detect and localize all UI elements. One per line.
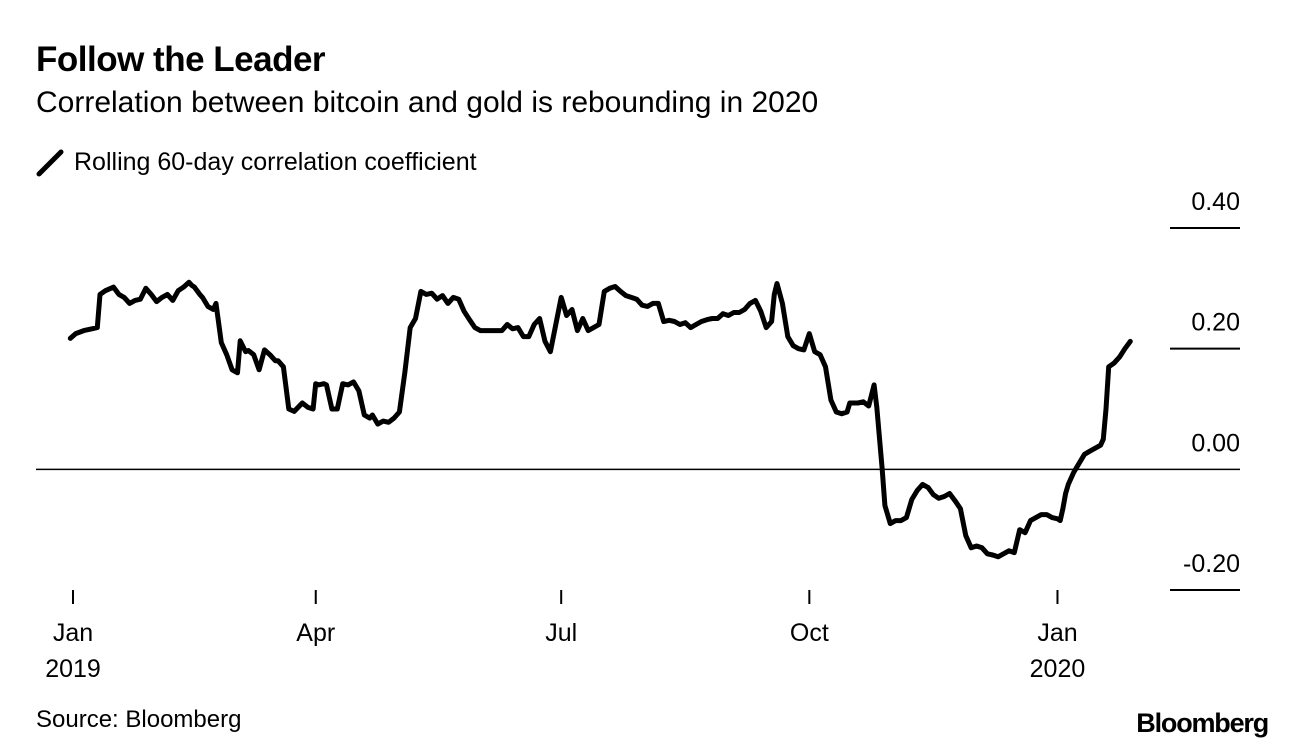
x-tick-label: Jan — [1037, 619, 1077, 647]
x-tick-label: Jan — [53, 619, 93, 647]
series-layer — [67, 279, 1133, 560]
x-tick-label: Jul — [545, 619, 577, 647]
y-tick-label: -0.20 — [1183, 550, 1240, 578]
x-tick-label: Oct — [790, 619, 829, 647]
x-tick-sublabel: 2020 — [1030, 655, 1086, 683]
chart-title: Follow the Leader — [36, 40, 326, 79]
x-axis: Jan 2019 Apr Jul Oct Jan 2020 — [45, 590, 1085, 683]
y-axis: 0.40 0.20 0.00 -0.20 — [36, 188, 1240, 591]
y-tick-label: 0.00 — [1191, 429, 1240, 457]
source-note: Source: Bloomberg — [36, 706, 242, 733]
legend-label: Rolling 60-day correlation coefficient — [74, 148, 477, 176]
legend-line-icon — [36, 149, 64, 176]
legend: Rolling 60-day correlation coefficient — [36, 148, 477, 177]
y-tick-label: 0.20 — [1191, 309, 1240, 337]
x-tick-sublabel: 2019 — [45, 655, 101, 683]
brand-logo: Bloomberg — [1136, 708, 1269, 738]
chart-subtitle: Correlation between bitcoin and gold is … — [36, 86, 819, 119]
y-tick-label: 0.40 — [1191, 188, 1240, 216]
x-tick-label: Apr — [296, 619, 335, 647]
series-line — [67, 279, 1133, 560]
